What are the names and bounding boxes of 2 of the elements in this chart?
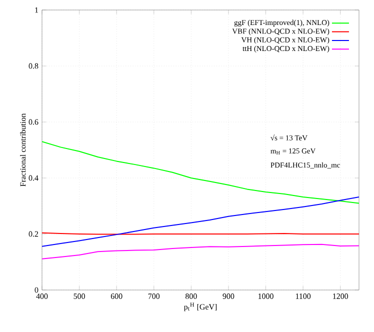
line-series	[42, 244, 359, 260]
line-series	[42, 141, 359, 204]
